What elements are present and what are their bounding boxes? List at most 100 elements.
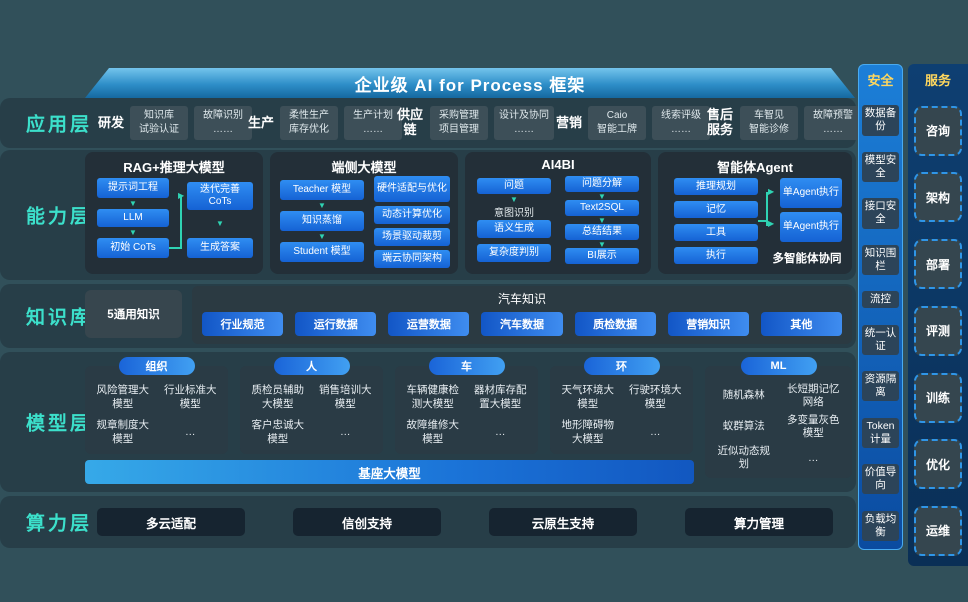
knowledge-pill: 质检数据 — [574, 312, 656, 336]
service-item: 训练 — [914, 372, 962, 423]
app-box-line: …… — [671, 124, 692, 135]
model-item: 长短期记忆网络 — [787, 382, 840, 408]
service-item: 咨询 — [914, 105, 962, 156]
app-box-line: 设计及协同 — [499, 110, 549, 121]
model-item: 故障维修大模型 — [406, 419, 460, 445]
knowledge-layer-label: 知识库 — [26, 307, 93, 329]
app-box-line: 项目管理 — [439, 124, 479, 135]
compute-item-management: 算力管理 — [685, 508, 833, 536]
app-box: 知识库 试验认证 — [130, 106, 189, 140]
model-item: … — [495, 425, 506, 438]
app-group-supply-chain: 供应链 采购管理 项目管理 设计及协同 …… — [396, 106, 554, 140]
app-group-name: 售后服务 — [706, 107, 733, 137]
security-item: 负载均衡 — [862, 510, 899, 541]
model-group-organization: 组织 风险管理大模型 行业标准大模型 规章制度大模型 … — [85, 357, 228, 454]
service-item: 架构 — [914, 172, 962, 223]
security-item: 知识围栏 — [862, 244, 899, 275]
flow-node: 复杂度判别 — [477, 244, 551, 262]
page-title: 企业级 AI for Process 框架 — [354, 75, 586, 95]
card-title: AI4BI — [541, 157, 575, 172]
security-item: Token计量 — [862, 417, 899, 448]
foundation-model-bar: 基座大模型 — [85, 460, 694, 484]
arrow-down-icon: ▼ — [129, 228, 137, 237]
knowledge-pill: 行业规范 — [202, 312, 284, 336]
compute-item-xinchuang: 信创支持 — [293, 508, 441, 536]
app-box: 采购管理 项目管理 — [430, 106, 488, 140]
model-item: … — [185, 425, 196, 438]
flow-node: 场景驱动裁剪 — [374, 228, 450, 246]
flow-node: 单Agent执行 — [780, 178, 842, 208]
model-item: 近似动态规划 — [717, 445, 771, 471]
model-item: 蚁群算法 — [722, 420, 765, 433]
app-group-name: 研发 — [98, 114, 125, 130]
flow-node: 记忆 — [674, 201, 758, 218]
flow-text: 意图识别 — [494, 208, 534, 219]
capability-card-ai4bi: AI4BI 问题 ▼ 意图识别 语义生成 复杂度判别 问题分解 ▼ Text2S… — [465, 152, 651, 274]
app-box-line: 知识库 — [144, 110, 175, 121]
compute-item-cloudnative: 云原生支持 — [489, 508, 637, 536]
flow-node: 问题 — [477, 178, 551, 194]
security-header: 安全 — [867, 73, 894, 88]
service-item: 部署 — [914, 239, 962, 290]
capability-layer-label: 能力层 — [26, 206, 93, 228]
arrow-right-icon: ▶ — [768, 219, 775, 228]
security-item: 数据备份 — [862, 105, 899, 136]
flow-node: Text2SQL — [565, 200, 639, 216]
model-item: 天气环境大模型 — [561, 384, 615, 410]
arrow-down-icon: ▼ — [598, 192, 606, 201]
capability-card-edge-model: 端侧大模型 Teacher 模型 ▼ 知识蒸馏 ▼ Student 模型 硬件适… — [270, 152, 458, 274]
card-title: 端侧大模型 — [331, 160, 397, 175]
security-item: 统一认证 — [862, 324, 899, 355]
model-group-ml: ML 随机森林 长短期记忆网络 蚁群算法 多变量灰色模型 近似动态规划 … — [705, 357, 852, 478]
app-box-line: …… — [823, 124, 843, 135]
compute-item-multicloud: 多云适配 — [97, 508, 245, 536]
app-box-line: 智能工牌 — [597, 124, 638, 135]
app-box-line: 线索评级 — [661, 110, 702, 121]
app-box-line: …… — [213, 124, 234, 135]
app-group-marketing: 营销 Caio 智能工牌 线索评级 …… — [556, 106, 711, 140]
arrow-down-icon: ▼ — [598, 240, 606, 249]
compute-layer-label: 算力层 — [26, 513, 93, 535]
connector-line — [180, 196, 182, 249]
model-item: 地形障碍物大模型 — [561, 419, 615, 445]
app-box-line: 柔性生产 — [289, 110, 330, 121]
model-item: … — [808, 451, 819, 464]
security-item: 流控 — [862, 291, 899, 309]
app-box-line: 采购管理 — [439, 110, 479, 121]
service-item: 优化 — [914, 439, 962, 490]
flow-node: Teacher 模型 — [280, 180, 364, 200]
app-box-line: 智能诊修 — [749, 124, 789, 135]
model-group-tag: 人 — [273, 357, 350, 375]
model-item: … — [650, 425, 661, 438]
flow-node: 生成答案 — [187, 238, 253, 258]
connector-line — [169, 247, 182, 249]
model-item: 器材库存配置大模型 — [474, 384, 527, 410]
security-item: 价值导向 — [862, 464, 899, 495]
capability-card-agent: 智能体Agent 推理规划 记忆 工具 执行 ▶ ▶ 单Agent执行 单Age… — [658, 152, 852, 274]
services-header: 服务 — [924, 73, 951, 88]
title-banner: 企业级 AI for Process 框架 — [85, 68, 855, 98]
flow-node: 推理规划 — [674, 178, 758, 195]
app-box-line: 车智见 — [754, 110, 784, 121]
app-box-line: 库存优化 — [289, 124, 330, 135]
services-column: 服务 咨询 架构 部署 评测 训练 优化 运维 — [908, 64, 968, 566]
app-box: 生产计划 …… — [344, 106, 403, 140]
model-item: 销售培训大模型 — [319, 384, 372, 410]
card-title: RAG+推理大模型 — [123, 160, 225, 175]
app-group-after-sales: 售后服务 车智见 智能诊修 故障预警 …… — [706, 106, 862, 140]
arrow-right-icon: ▶ — [768, 187, 775, 196]
flow-node: 端云协同架构 — [374, 250, 450, 268]
knowledge-pill-row: 行业规范 运行数据 运营数据 汽车数据 质检数据 营销知识 其他 — [202, 312, 842, 336]
app-group-name: 营销 — [556, 114, 583, 130]
arrow-down-icon: ▼ — [216, 219, 224, 228]
model-items: 随机森林 长短期记忆网络 蚁群算法 多变量灰色模型 近似动态规划 … — [709, 380, 848, 474]
model-item: 随机森林 — [722, 389, 765, 402]
app-box: 故障识别 …… — [194, 106, 253, 140]
connector-line — [766, 192, 768, 226]
model-item: 客户忠诚大模型 — [251, 419, 305, 445]
flow-node: 提示词工程 — [97, 178, 169, 198]
app-box: 线索评级 …… — [652, 106, 711, 140]
model-items: 风险管理大模型 行业标准大模型 规章制度大模型 … — [89, 380, 224, 450]
arrow-down-icon: ▼ — [598, 216, 606, 225]
application-layer-label: 应用层 — [26, 114, 93, 136]
